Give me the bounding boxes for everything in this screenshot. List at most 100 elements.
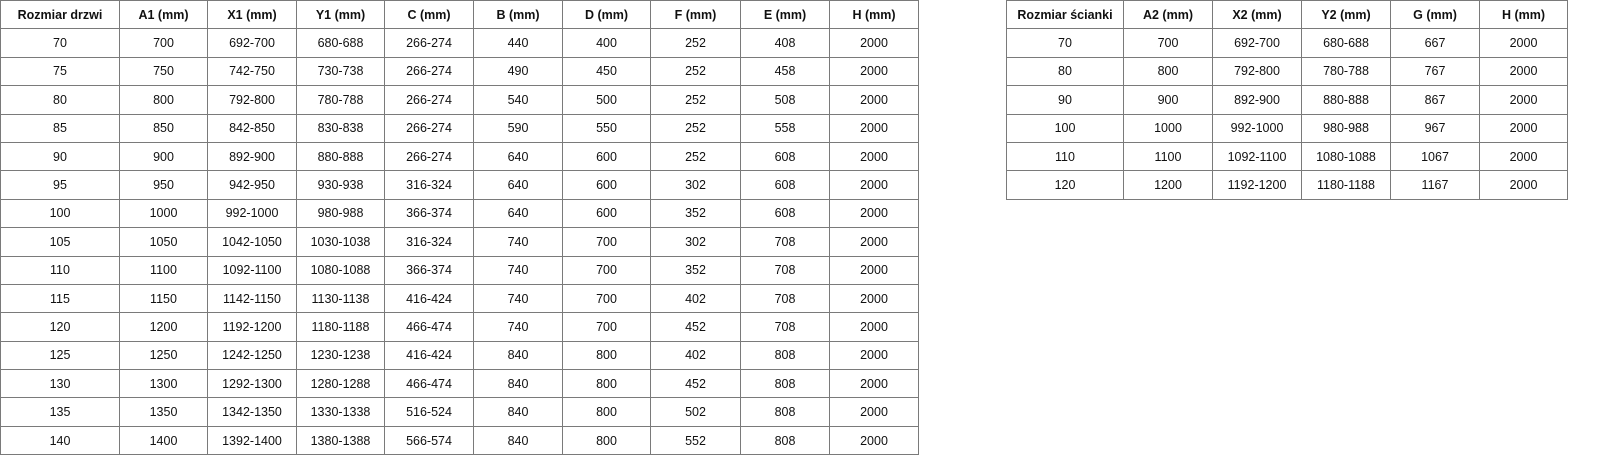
table-cell: 1100 — [119, 255, 208, 285]
table-cell: 1080-1088 — [1301, 141, 1391, 172]
table-cell: 1180-1188 — [296, 312, 385, 342]
column-header: A2 (mm) — [1123, 0, 1213, 30]
table-cell: 110 — [0, 255, 120, 285]
table-cell: 800 — [562, 425, 651, 456]
table-cell: 302 — [650, 227, 741, 257]
table-cell: 2000 — [1479, 56, 1568, 87]
table-cell: 266-274 — [384, 141, 474, 172]
table-cell: 80 — [1006, 56, 1124, 87]
table-cell: 1092-1100 — [1212, 141, 1302, 172]
table-cell: 466-474 — [384, 369, 474, 399]
table-cell: 266-274 — [384, 28, 474, 58]
table-row: 95 950 942-950 930-938 316-324 640 600 302 608 20… — [0, 170, 919, 200]
table-cell: 452 — [650, 369, 741, 399]
table-cell: 692-700 — [1212, 28, 1302, 58]
table-cell: 1400 — [119, 425, 208, 456]
table-cell: 2000 — [1479, 28, 1568, 58]
table-cell: 1180-1188 — [1301, 170, 1391, 200]
table-cell: 75 — [0, 56, 120, 87]
table-cell: 767 — [1390, 56, 1480, 87]
column-header: B (mm) — [473, 0, 563, 30]
table-cell: 800 — [562, 340, 651, 371]
table-cell: 808 — [740, 397, 830, 427]
table-cell: 2000 — [829, 56, 919, 87]
table-cell: 516-524 — [384, 397, 474, 427]
table-cell: 105 — [0, 227, 120, 257]
table-cell: 80 — [0, 85, 120, 115]
table-cell: 942-950 — [207, 170, 297, 200]
table-row: 75 750 742-750 730-738 266-274 490 450 252 458 20… — [0, 56, 919, 87]
table-cell: 1292-1300 — [207, 369, 297, 399]
table-cell: 402 — [650, 283, 741, 314]
table-cell: 740 — [473, 283, 563, 314]
table-cell: 2000 — [829, 369, 919, 399]
table-cell: 2000 — [829, 255, 919, 285]
table-cell: 2000 — [829, 312, 919, 342]
table-cell: 316-324 — [384, 170, 474, 200]
table-cell: 708 — [740, 255, 830, 285]
table-cell: 608 — [740, 141, 830, 172]
column-header: D (mm) — [562, 0, 651, 30]
table-cell: 730-738 — [296, 56, 385, 87]
table-cell: 115 — [0, 283, 120, 314]
table-cell: 402 — [650, 340, 741, 371]
table-cell: 540 — [473, 85, 563, 115]
table-cell: 680-688 — [296, 28, 385, 58]
table-cell: 266-274 — [384, 113, 474, 143]
table-row: 120 1200 1192-1200 1180-1188 1167 2000 — [1006, 170, 1568, 200]
table-cell: 2000 — [1479, 85, 1568, 115]
table-row: 85 850 842-850 830-838 266-274 590 550 252 558 20… — [0, 113, 919, 143]
table-cell: 740 — [473, 227, 563, 257]
table-cell: 1242-1250 — [207, 340, 297, 371]
table-cell: 1200 — [119, 312, 208, 342]
table-cell: 302 — [650, 170, 741, 200]
table-cell: 266-274 — [384, 56, 474, 87]
table-cell: 1000 — [1123, 113, 1213, 143]
table-cell: 700 — [1123, 28, 1213, 58]
table-cell: 1230-1238 — [296, 340, 385, 371]
table-cell: 780-788 — [1301, 56, 1391, 87]
table-cell: 2000 — [829, 28, 919, 58]
table-cell: 2000 — [829, 283, 919, 314]
table-cell: 558 — [740, 113, 830, 143]
column-header: E (mm) — [740, 0, 830, 30]
column-header: H (mm) — [829, 0, 919, 30]
table-cell: 750 — [119, 56, 208, 87]
table-cell: 640 — [473, 141, 563, 172]
table-row: 105 1050 1042-1050 1030-1038 316-324 740 700 30… — [0, 227, 919, 257]
table-cell: 400 — [562, 28, 651, 58]
table-cell: 840 — [473, 340, 563, 371]
table-row: 110 1100 1092-1100 1080-1088 366-374 740 700 35… — [0, 255, 919, 285]
table-cell: 416-424 — [384, 340, 474, 371]
table-row: 80 800 792-800 780-788 266-274 540 500 252 508 20… — [0, 85, 919, 115]
column-header: Y1 (mm) — [296, 0, 385, 30]
table-cell: 252 — [650, 28, 741, 58]
table-cell: 135 — [0, 397, 120, 427]
table-cell: 992-1000 — [207, 198, 297, 229]
column-header: Rozmiar ścianki — [1006, 0, 1124, 30]
column-header: X1 (mm) — [207, 0, 297, 30]
table-cell: 466-474 — [384, 312, 474, 342]
table-cell: 850 — [119, 113, 208, 143]
table-cell: 640 — [473, 198, 563, 229]
table-cell: 252 — [650, 85, 741, 115]
column-header: C (mm) — [384, 0, 474, 30]
table-cell: 1080-1088 — [296, 255, 385, 285]
column-header: X2 (mm) — [1212, 0, 1302, 30]
table-cell: 70 — [0, 28, 120, 58]
table-cell: 842-850 — [207, 113, 297, 143]
table-cell: 490 — [473, 56, 563, 87]
table-cell: 1192-1200 — [1212, 170, 1302, 200]
table-cell: 502 — [650, 397, 741, 427]
table-row: 130 1300 1292-1300 1280-1288 466-474 840 800 45… — [0, 369, 919, 399]
table-cell: 266-274 — [384, 85, 474, 115]
table-cell: 1042-1050 — [207, 227, 297, 257]
table-cell: 900 — [119, 141, 208, 172]
table-cell: 1092-1100 — [207, 255, 297, 285]
table-cell: 366-374 — [384, 255, 474, 285]
table-cell: 1100 — [1123, 141, 1213, 172]
table-row: 90 900 892-900 880-888 266-274 640 600 252 608 20… — [0, 141, 919, 172]
table-cell: 2000 — [829, 425, 919, 456]
table-cell: 120 — [0, 312, 120, 342]
table-cell: 566-574 — [384, 425, 474, 456]
